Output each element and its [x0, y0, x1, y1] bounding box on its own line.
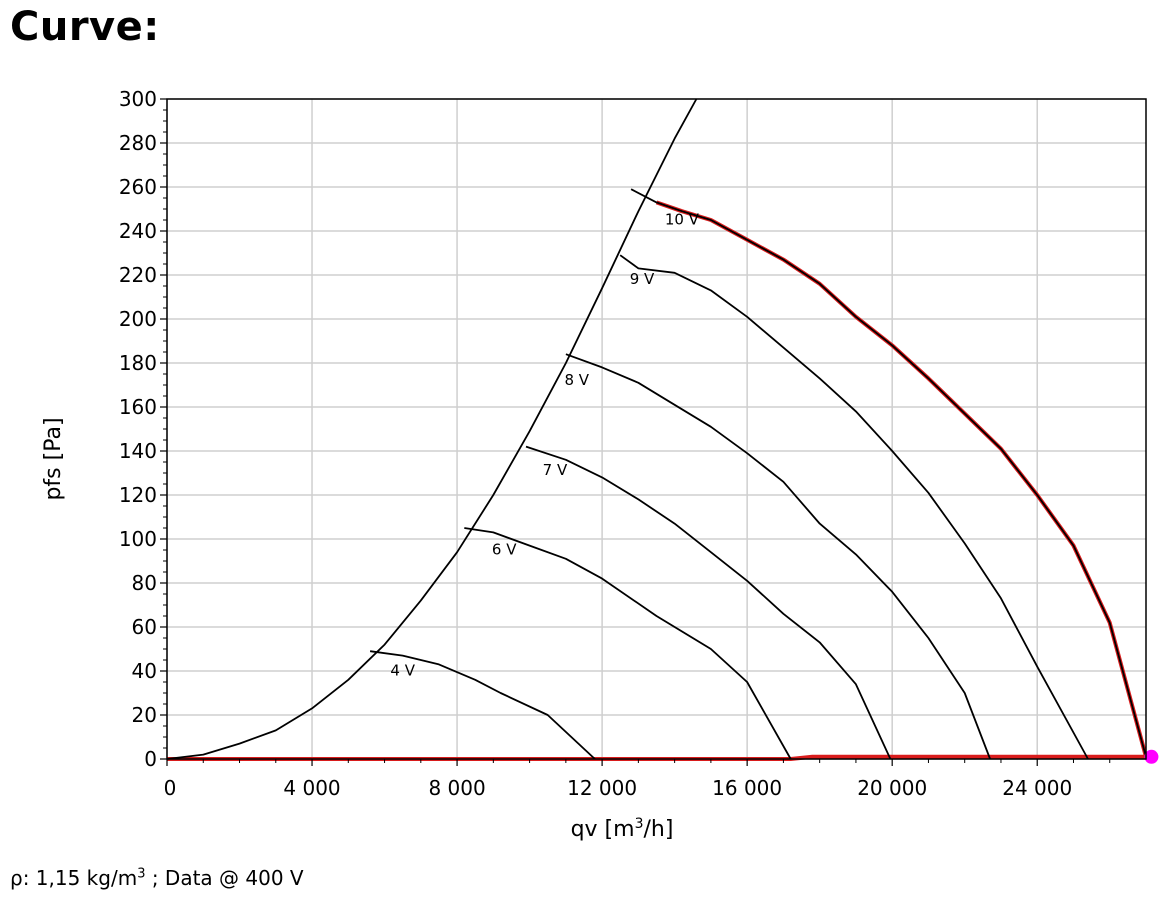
fan-curves	[166, 98, 1159, 764]
operating-point	[1144, 749, 1159, 764]
x-tick-label: 12 000	[567, 776, 637, 800]
y-tick-label: 100	[119, 527, 157, 551]
x-tick-label: 0	[164, 776, 177, 800]
curve-8v	[565, 353, 991, 760]
y-tick-label: 200	[119, 307, 157, 331]
system-curve	[166, 98, 698, 760]
y-tick-label: 300	[119, 87, 157, 111]
y-tick-label: 80	[132, 571, 157, 595]
plot-frame	[166, 98, 1147, 760]
density-note-sup: 3	[137, 866, 146, 882]
density-note-prefix: ρ: 1,15 kg/m	[10, 866, 138, 890]
x-axis-label-main: qv [m	[571, 817, 635, 842]
y-tick-label: 180	[119, 351, 157, 375]
y-tick-label: 20	[132, 703, 157, 727]
curve-7v	[525, 445, 892, 760]
curve-4v-label: 4 V	[390, 661, 415, 679]
page-heading: Curve:	[10, 4, 160, 50]
x-tick-label: 24 000	[1002, 776, 1072, 800]
curve-9v	[619, 254, 1089, 760]
grid-lines	[166, 98, 1146, 760]
curve-6v-label: 6 V	[492, 540, 517, 558]
curve-10v-label: 10 V	[665, 210, 700, 228]
y-tick-label: 40	[132, 659, 157, 683]
x-axis-label: qv [m3/h]	[571, 816, 674, 842]
x-axis-label-end: /h]	[643, 817, 673, 842]
density-note-suffix: ; Data @ 400 V	[145, 866, 304, 890]
x-tick-label: 16 000	[712, 776, 782, 800]
curve-8v-label: 8 V	[564, 371, 589, 389]
curve-6v	[464, 527, 792, 760]
fan-curve-chart: 4 V 6 V 7 V 8 V 9 V 10 V 0 20 40 60 80 100 120 140 16…	[41, 87, 1159, 842]
curve-10v	[630, 188, 1147, 758]
y-tick-label: 240	[119, 219, 157, 243]
curve-labels: 4 V 6 V 7 V 8 V 9 V 10 V	[390, 210, 699, 679]
x-tick-label: 8 000	[428, 776, 485, 800]
curve-7v-label: 7 V	[543, 461, 568, 479]
curve-9v-label: 9 V	[630, 270, 655, 288]
y-tick-label: 140	[119, 439, 157, 463]
x-tick-label: 20 000	[857, 776, 927, 800]
y-tick-label: 160	[119, 395, 157, 419]
y-tick-label: 260	[119, 175, 157, 199]
y-tick-label: 0	[144, 747, 157, 771]
axis-ticks: 0 20 40 60 80 100 120 140 160 180 200 220 240 260 280 3…	[119, 87, 1111, 800]
x-axis-label-sup: 3	[635, 816, 644, 832]
density-note: ρ: 1,15 kg/m3 ; Data @ 400 V	[10, 866, 304, 890]
y-tick-label: 220	[119, 263, 157, 287]
operating-curve	[167, 200, 1148, 761]
y-axis-label: pfs [Pa]	[41, 417, 66, 500]
y-tick-label: 120	[119, 483, 157, 507]
y-tick-label: 60	[132, 615, 157, 639]
x-tick-label: 4 000	[283, 776, 340, 800]
y-tick-label: 280	[119, 131, 157, 155]
curve-4v	[369, 650, 596, 760]
